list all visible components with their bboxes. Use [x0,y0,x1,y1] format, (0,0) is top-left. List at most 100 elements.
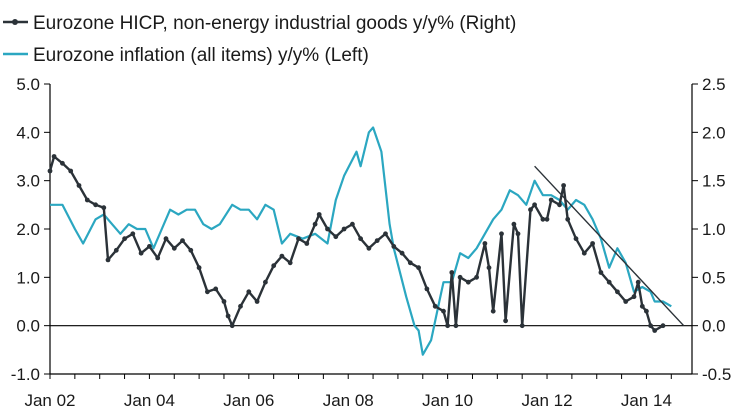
hicp-goods-point [660,323,666,329]
hicp-goods-point [486,265,492,271]
hicp-goods-point [93,202,98,208]
right-y-axis: 2.5 2.0 1.5 1.0 0.5 0.0 -0.5 [691,75,731,384]
hicp-goods-point [374,238,380,244]
hicp-goods-point [652,328,658,333]
series-inflation-all-items [50,126,672,356]
left-y-axis: 5.0 4.0 3.0 2.0 1.0 0.0 -1.0 [11,75,51,384]
hicp-goods-point [271,263,277,269]
hicp-goods-point [51,154,57,159]
annotation-group [534,165,685,327]
x-tick-label: Jan 02 [24,391,75,410]
hicp-goods-point [503,318,508,324]
hicp-goods-point [304,241,310,246]
hicp-goods-point [279,253,285,259]
hicp-goods-point [561,183,566,188]
hicp-goods-point [635,279,641,285]
hicp-goods-point [163,236,169,242]
hicp-goods-point [532,202,537,208]
hicp-goods-point [229,323,235,329]
hicp-goods-point [113,247,119,253]
right-tick-label: -0.5 [702,365,731,384]
hicp-goods-point [358,236,363,242]
hicp-goods-point [515,231,521,237]
hicp-goods-point [581,250,587,256]
hicp-goods-point [171,245,177,251]
legend-marker [12,19,18,25]
hicp-goods-point [457,274,463,280]
hicp-goods-point [598,270,604,275]
hicp-goods-point [499,231,504,237]
series-group [47,126,672,356]
hicp-goods-point [548,197,554,203]
hicp-goods-point [441,308,446,314]
hicp-goods-point [350,221,355,227]
hicp-goods-point [205,289,210,295]
x-tick-label: Jan 06 [223,391,274,410]
hicp-goods-point [188,247,194,253]
hicp-goods-point [445,323,450,329]
hicp-goods-line [48,155,664,332]
legend-item-hicp-goods: Eurozone HICP, non-energy industrial goo… [3,13,516,34]
legend-item-inflation: Eurozone inflation (all items) y/y% (Lef… [3,45,369,66]
hicp-goods-point [287,260,293,266]
x-tick-label: Jan 08 [323,391,374,410]
legend-label: Eurozone HICP, non-energy industrial goo… [33,13,516,34]
hicp-goods-point [648,323,653,329]
right-tick-label: 2.0 [702,123,726,142]
hicp-goods-point [565,216,571,222]
hicp-goods-point [47,168,53,174]
x-tick-label: Jan 10 [422,391,473,410]
hicp-goods-point [263,279,268,285]
hicp-goods-point [68,168,74,174]
hicp-goods-point [590,241,595,246]
hicp-goods-point [465,279,471,285]
hicp-goods-point [180,238,185,244]
hicp-goods-point [238,303,243,309]
hicp-goods-point [155,255,161,261]
hicp-goods-point [511,221,517,227]
hicp-goods-point [333,234,339,240]
hicp-goods-point [296,236,301,242]
hicp-goods-point [254,299,260,304]
left-tick-label: 3.0 [16,172,40,191]
legend: Eurozone HICP, non-energy industrial goo… [3,13,516,66]
hicp-goods-point [122,236,127,242]
hicp-goods-point [196,265,202,271]
x-tick-label: Jan 12 [522,391,573,410]
hicp-goods-point [639,303,645,309]
right-tick-label: 0.5 [702,268,726,287]
hicp-goods-point [453,323,459,329]
hicp-goods-point [312,221,318,227]
hicp-goods-point [615,289,620,295]
hicp-goods-point [474,274,479,280]
inflation-line [50,126,672,356]
hicp-goods-point [644,308,649,314]
hicp-goods-point [316,212,322,217]
left-tick-label: 1.0 [16,268,40,287]
hicp-goods-point [341,226,347,232]
hicp-goods-point [138,250,144,256]
right-tick-label: 0.0 [702,317,726,336]
left-tick-label: -1.0 [11,365,40,384]
hicp-goods-point [246,289,252,295]
hicp-goods-point [130,231,136,237]
hicp-goods-point [101,205,107,211]
hicp-goods-point [84,197,90,203]
hicp-goods-point [449,270,455,275]
left-tick-label: 4.0 [16,123,40,142]
hicp-goods-point [573,236,579,242]
hicp-goods-point [105,257,111,263]
right-tick-label: 1.0 [702,220,726,239]
hicp-goods-point [391,244,397,249]
hicp-goods-point [544,216,550,222]
trend-line [534,165,685,327]
series-hicp-goods [47,154,666,333]
hicp-goods-point [482,241,488,246]
hicp-goods-point [623,299,629,304]
hicp-goods-point [424,286,430,292]
left-tick-label: 2.0 [16,220,40,239]
legend-label: Eurozone inflation (all items) y/y% (Lef… [33,45,369,66]
hicp-goods-point [383,231,388,237]
hicp-goods-point [147,244,152,249]
